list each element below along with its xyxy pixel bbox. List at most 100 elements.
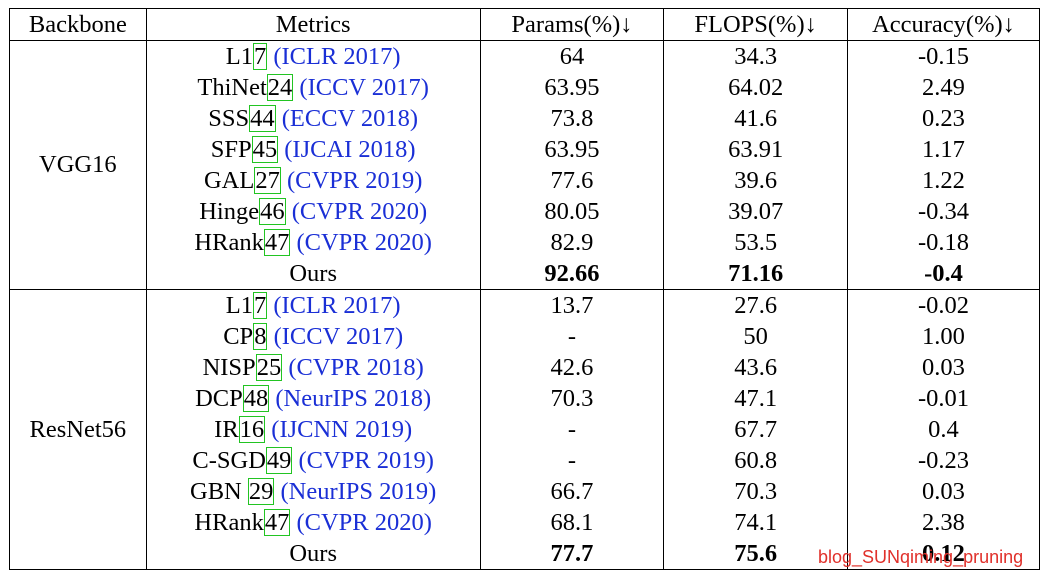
method-name: SFP <box>210 135 252 163</box>
citation-link[interactable]: 45 <box>251 135 279 163</box>
ours-params: 92.66 <box>479 258 665 290</box>
metrics-cell: HRank47 (CVPR 2020) <box>145 507 481 538</box>
method-name: C-SGD <box>192 446 266 474</box>
comparison-table-wrapper: Backbone Metrics Params(%)↓ FLOPS(%)↓ Ac… <box>9 8 1041 570</box>
flops-cell: 60.8 <box>663 445 848 476</box>
method-name: HRank <box>194 508 264 536</box>
header-accuracy: Accuracy(%)↓ <box>846 8 1041 41</box>
metrics-cell: HRank47 (CVPR 2020) <box>145 227 481 258</box>
venue-label: (CVPR 2019) <box>298 446 434 474</box>
metrics-cell: ThiNet24 (ICCV 2017) <box>145 72 481 103</box>
accuracy-cell: -0.02 <box>846 289 1041 321</box>
citation-link[interactable]: 24 <box>266 73 294 101</box>
venue-label: (IJCAI 2018) <box>284 135 416 163</box>
ours-flops: 71.16 <box>663 258 848 290</box>
metrics-cell: IR16 (IJCNN 2019) <box>145 414 481 445</box>
backbone-cell: VGG16 <box>9 40 147 290</box>
table-row: HRank47 (CVPR 2020) 82.9 53.5 -0.18 <box>10 227 1041 258</box>
metrics-cell: CP8 (ICCV 2017) <box>145 321 481 352</box>
params-cell: 82.9 <box>479 227 665 258</box>
metrics-cell: L17 (ICLR 2017) <box>145 289 481 321</box>
method-name: L1 <box>225 42 253 70</box>
table-row: GBN 29 (NeurIPS 2019) 66.7 70.3 0.03 <box>10 476 1041 507</box>
table-row: Hinge46 (CVPR 2020) 80.05 39.07 -0.34 <box>10 196 1041 227</box>
citation-link[interactable]: 7 <box>252 291 268 319</box>
venue-label: (CVPR 2019) <box>286 166 423 194</box>
flops-cell: 34.3 <box>663 40 848 72</box>
method-name: IR <box>214 415 239 443</box>
metrics-cell: GAL27 (CVPR 2019) <box>145 165 481 196</box>
table-row: DCP48 (NeurIPS 2018) 70.3 47.1 -0.01 <box>10 383 1041 414</box>
metrics-cell: NISP25 (CVPR 2018) <box>145 352 481 383</box>
pruning-comparison-table: Backbone Metrics Params(%)↓ FLOPS(%)↓ Ac… <box>9 8 1041 570</box>
method-name: CP <box>223 322 254 350</box>
method-name: ThiNet <box>197 73 267 101</box>
table-row: HRank47 (CVPR 2020) 68.1 74.1 2.38 <box>10 507 1041 538</box>
method-name: L1 <box>225 291 253 319</box>
citation-link[interactable]: 7 <box>252 42 268 70</box>
header-metrics: Metrics <box>145 8 481 41</box>
params-cell: - <box>479 445 665 476</box>
params-cell: 13.7 <box>479 289 665 321</box>
header-row: Backbone Metrics Params(%)↓ FLOPS(%)↓ Ac… <box>9 8 1041 41</box>
flops-cell: 70.3 <box>663 476 848 507</box>
citation-link[interactable]: 16 <box>238 415 266 443</box>
table-row: VGG16 L17 (ICLR 2017) 64 34.3 -0.15 <box>9 40 1041 290</box>
backbone-group: VGG16 L17 (ICLR 2017) 64 34.3 -0.15 ThiNet24 … <box>9 40 1041 290</box>
accuracy-cell: 1.00 <box>846 321 1041 352</box>
venue-label: (CVPR 2020) <box>296 508 432 536</box>
accuracy-cell: -0.23 <box>846 445 1041 476</box>
table-row: GAL27 (CVPR 2019) 77.6 39.6 1.22 <box>10 165 1041 196</box>
params-cell: - <box>479 414 665 445</box>
metrics-cell: C-SGD49 (CVPR 2019) <box>145 445 481 476</box>
citation-link[interactable]: 44 <box>249 104 276 132</box>
ours-accuracy: -0.4 <box>846 258 1041 290</box>
citation-link[interactable]: 8 <box>253 322 268 350</box>
flops-cell: 43.6 <box>663 352 848 383</box>
table-row: NISP25 (CVPR 2018) 42.6 43.6 0.03 <box>10 352 1041 383</box>
accuracy-cell: -0.01 <box>846 383 1041 414</box>
method-name: HRank <box>194 228 264 256</box>
citation-link[interactable]: 49 <box>265 446 293 474</box>
accuracy-cell: 2.38 <box>846 507 1041 538</box>
method-name: GAL <box>203 166 255 194</box>
method-name: Hinge <box>199 197 260 225</box>
params-cell: 77.6 <box>479 165 665 196</box>
citation-link[interactable]: 25 <box>255 353 283 381</box>
table-row: ThiNet24 (ICCV 2017) 63.95 64.02 2.49 <box>10 72 1041 103</box>
ours-params: 77.7 <box>479 538 665 570</box>
venue-label: (CVPR 2018) <box>288 353 424 381</box>
citation-link[interactable]: 29 <box>247 477 275 505</box>
metrics-cell: L17 (ICLR 2017) <box>145 40 481 72</box>
method-name: NISP <box>202 353 256 381</box>
accuracy-cell: -0.15 <box>846 40 1041 72</box>
venue-label: (ICLR 2017) <box>273 291 401 319</box>
params-cell: 73.8 <box>479 103 665 134</box>
venue-label: (ECCV 2018) <box>281 104 419 132</box>
citation-link[interactable]: 47 <box>263 228 291 256</box>
flops-cell: 27.6 <box>663 289 848 321</box>
ours-row: Ours 77.7 75.6 0.12 <box>10 538 1041 570</box>
citation-link[interactable]: 27 <box>254 166 281 194</box>
citation-link[interactable]: 46 <box>259 197 286 225</box>
accuracy-cell: 0.03 <box>846 352 1041 383</box>
citation-link[interactable]: 47 <box>263 508 291 536</box>
params-cell: 42.6 <box>479 352 665 383</box>
params-cell: 66.7 <box>479 476 665 507</box>
citation-link[interactable]: 48 <box>242 384 270 412</box>
flops-cell: 47.1 <box>663 383 848 414</box>
accuracy-cell: 1.17 <box>846 134 1041 165</box>
venue-label: (CVPR 2020) <box>296 228 432 256</box>
ours-label: Ours <box>145 538 481 570</box>
flops-cell: 50 <box>663 321 848 352</box>
table-row: SSS44 (ECCV 2018) 73.8 41.6 0.23 <box>10 103 1041 134</box>
flops-cell: 74.1 <box>663 507 848 538</box>
ours-row: Ours 92.66 71.16 -0.4 <box>10 258 1041 290</box>
ours-accuracy: 0.12 <box>846 538 1041 570</box>
accuracy-cell: 0.23 <box>846 103 1041 134</box>
header-params: Params(%)↓ <box>479 8 665 41</box>
accuracy-cell: 0.4 <box>846 414 1041 445</box>
accuracy-cell: 2.49 <box>846 72 1041 103</box>
params-cell: 80.05 <box>479 196 665 227</box>
params-cell: - <box>479 321 665 352</box>
